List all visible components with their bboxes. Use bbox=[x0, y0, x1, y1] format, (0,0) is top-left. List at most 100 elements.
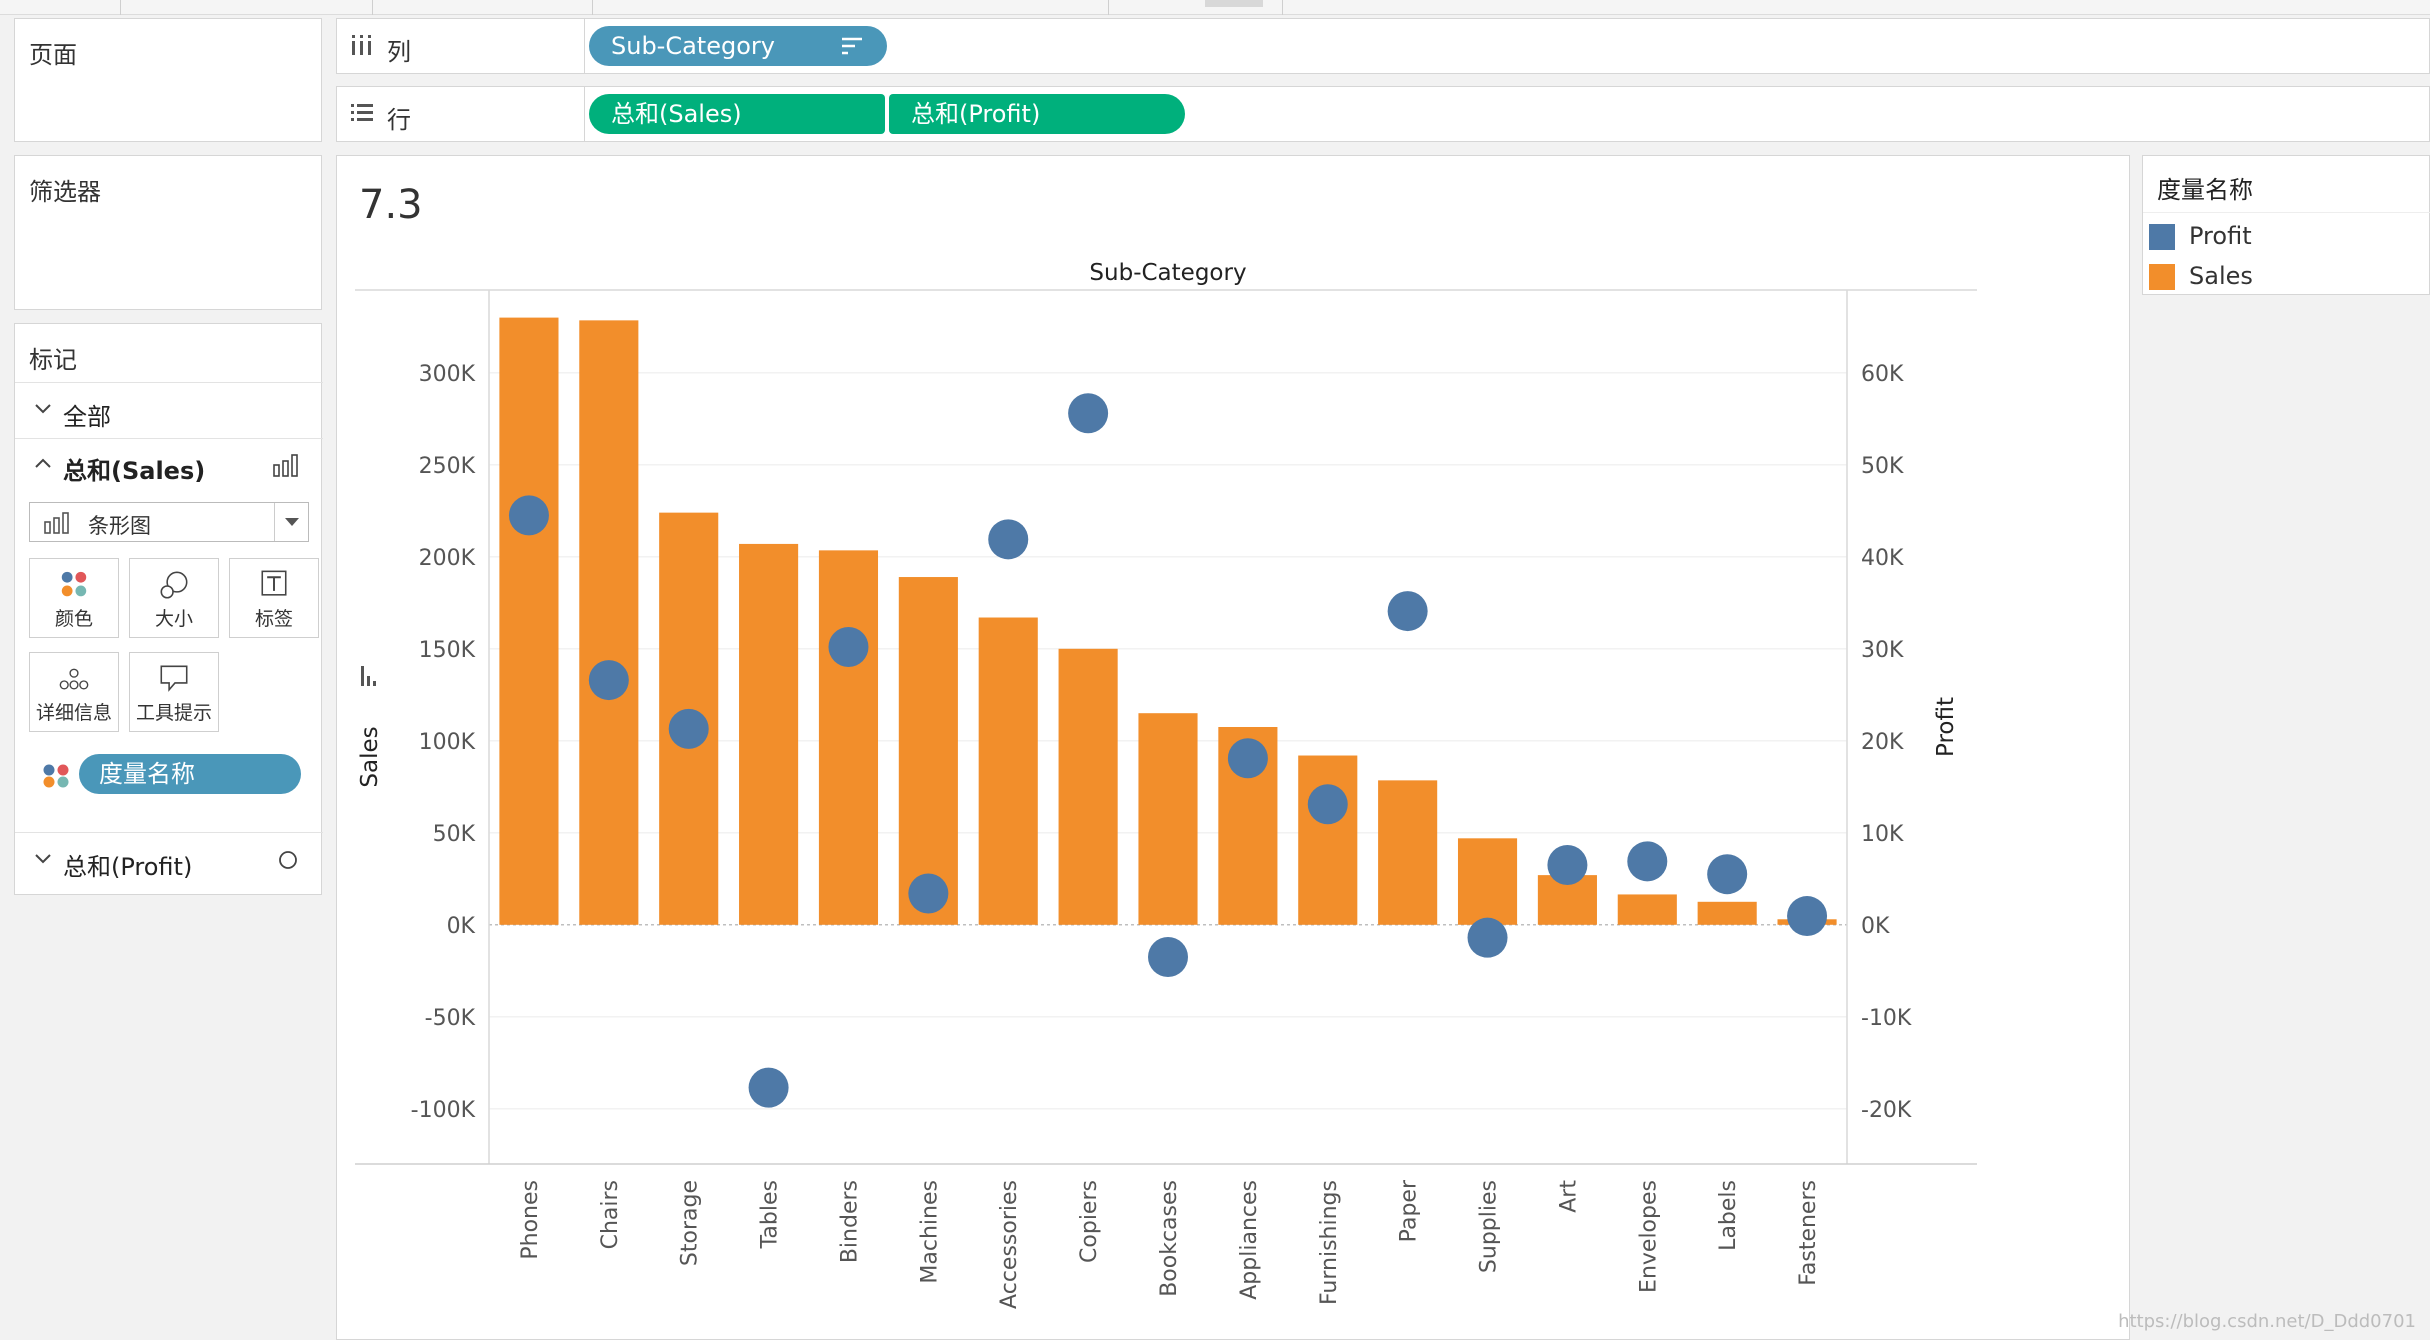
toolbar-divider bbox=[1108, 0, 1109, 15]
pages-title: 页面 bbox=[29, 41, 77, 69]
measure-names-color-pill[interactable]: 度量名称 bbox=[79, 754, 301, 794]
marks-sales-label: 总和(Sales) bbox=[63, 457, 206, 485]
bar-sales-envelopes bbox=[1617, 894, 1677, 925]
sort-bar bbox=[367, 676, 370, 686]
x-tick-label: Bookcases bbox=[1157, 1180, 1182, 1297]
toolbar-divider bbox=[120, 0, 121, 15]
circle-profit-fasteners bbox=[1787, 896, 1828, 937]
filters-panel[interactable]: 筛选器 bbox=[14, 155, 322, 310]
circle-mark-icon bbox=[279, 851, 297, 869]
x-tick-label: Copiers bbox=[1077, 1180, 1102, 1263]
y-tick-label: 100K bbox=[419, 730, 476, 755]
circle-profit-tables bbox=[748, 1067, 789, 1108]
label-button[interactable]: 标签 bbox=[229, 558, 319, 638]
rows-shelf-text: 行 bbox=[387, 106, 411, 134]
marks-title: 标记 bbox=[29, 346, 77, 374]
rows-shelf[interactable]: 行 总和(Sales) 总和(Profit) bbox=[336, 86, 2430, 142]
watermark: https://blog.csdn.net/D_Ddd0701 bbox=[2118, 1311, 2416, 1332]
y-tick-label: 200K bbox=[419, 546, 476, 571]
detail-button[interactable]: 详细信息 bbox=[29, 652, 119, 732]
sub-category-pill[interactable]: Sub-Category bbox=[589, 26, 887, 66]
legend-label-sales: Sales bbox=[2189, 262, 2253, 290]
pages-panel[interactable]: 页面 bbox=[14, 18, 322, 142]
label-button-label: 标签 bbox=[254, 608, 293, 630]
y2-tick-label: 0K bbox=[1861, 914, 1890, 939]
circle-profit-paper bbox=[1387, 591, 1428, 632]
circle-profit-copiers bbox=[1068, 393, 1109, 434]
circle-profit-chairs bbox=[588, 660, 629, 701]
circle-profit-accessories bbox=[988, 519, 1029, 560]
legend-item-profit[interactable]: Profit bbox=[2149, 218, 2329, 254]
size-circles-icon bbox=[160, 571, 188, 599]
x-tick-label: Accessories bbox=[997, 1180, 1022, 1309]
sum-profit-pill[interactable]: 总和(Profit) bbox=[889, 94, 1185, 134]
x-tick-label: Furnishings bbox=[1317, 1180, 1342, 1305]
chart-column-header: Sub-Category bbox=[1089, 260, 1246, 286]
bar-sales-labels bbox=[1697, 901, 1757, 925]
bar-chart-icon bbox=[273, 454, 298, 477]
toolbar-indicator bbox=[1205, 0, 1263, 7]
columns-shelf[interactable]: 列 Sub-Category bbox=[336, 18, 2430, 74]
color-dots-icon bbox=[43, 764, 69, 788]
circle-profit-envelopes bbox=[1627, 841, 1668, 882]
toolbar-divider bbox=[1282, 0, 1283, 15]
x-tick-label: Labels bbox=[1716, 1180, 1741, 1251]
legend-title: 度量名称 bbox=[2157, 176, 2253, 204]
y-tick-label: 250K bbox=[419, 454, 476, 479]
marks-profit-row[interactable]: 总和(Profit) bbox=[15, 832, 323, 888]
circle-profit-storage bbox=[668, 708, 709, 749]
axis-sort-icon bbox=[361, 666, 376, 686]
bar-chart-icon bbox=[44, 512, 69, 534]
sum-sales-pill[interactable]: 总和(Sales) bbox=[589, 94, 885, 134]
y2-tick-label: 10K bbox=[1861, 822, 1904, 847]
filters-title: 筛选器 bbox=[29, 178, 101, 206]
toolbar-divider bbox=[592, 0, 593, 15]
x-tick-label: Chairs bbox=[598, 1180, 623, 1249]
sort-bar bbox=[361, 666, 364, 686]
chevron-down-icon[interactable] bbox=[274, 503, 308, 541]
detail-dots-icon bbox=[59, 668, 89, 690]
columns-icon bbox=[352, 35, 371, 55]
x-tick-label: Fasteners bbox=[1796, 1180, 1821, 1286]
marks-all-label: 全部 bbox=[63, 403, 111, 431]
tooltip-button[interactable]: 工具提示 bbox=[129, 652, 219, 732]
circle-profit-furnishings bbox=[1307, 784, 1348, 825]
circle-profit-supplies bbox=[1467, 917, 1508, 958]
chevron-up-icon bbox=[35, 458, 51, 468]
mark-type-value: 条形图 bbox=[88, 514, 151, 538]
x-tick-label: Appliances bbox=[1237, 1180, 1262, 1300]
bar-sales-furnishings bbox=[1298, 755, 1358, 925]
top-toolbar-strip bbox=[0, 0, 2430, 15]
x-tick-label: Storage bbox=[678, 1180, 703, 1266]
y2-tick-label: -20K bbox=[1861, 1098, 1912, 1123]
bar-sales-bookcases bbox=[1138, 713, 1198, 925]
x-tick-label: Phones bbox=[518, 1180, 543, 1260]
y-axis-title: Sales bbox=[357, 726, 383, 787]
x-tick-label: Tables bbox=[758, 1180, 783, 1249]
toolbar-divider bbox=[372, 0, 373, 15]
circle-profit-binders bbox=[828, 626, 869, 667]
chevron-down-icon bbox=[35, 854, 51, 864]
size-button[interactable]: 大小 bbox=[129, 558, 219, 638]
y2-tick-label: 50K bbox=[1861, 454, 1904, 479]
sort-descending-icon[interactable] bbox=[841, 37, 863, 55]
bar-sales-copiers bbox=[1058, 648, 1118, 925]
color-dots-icon bbox=[61, 571, 87, 597]
marks-sales-row[interactable]: 总和(Sales) bbox=[15, 438, 323, 490]
color-button-label: 颜色 bbox=[54, 608, 93, 630]
legend-item-sales[interactable]: Sales bbox=[2149, 258, 2329, 294]
bar-sales-phones bbox=[499, 317, 559, 925]
y2-axis-title: Profit bbox=[1933, 697, 1959, 757]
rows-icon bbox=[351, 104, 373, 121]
tooltip-bubble-icon bbox=[160, 665, 188, 692]
circle-profit-phones bbox=[508, 495, 549, 536]
x-tick-label: Supplies bbox=[1477, 1180, 1502, 1273]
legend-label-profit: Profit bbox=[2189, 222, 2252, 250]
bar-sales-accessories bbox=[978, 617, 1038, 925]
marks-profit-label: 总和(Profit) bbox=[63, 853, 193, 881]
marks-all-row[interactable]: 全部 bbox=[15, 382, 323, 438]
y-tick-label: -50K bbox=[425, 1006, 476, 1031]
color-button[interactable]: 颜色 bbox=[29, 558, 119, 638]
mark-type-dropdown[interactable]: 条形图 bbox=[29, 502, 309, 542]
circle-profit-appliances bbox=[1227, 738, 1268, 779]
